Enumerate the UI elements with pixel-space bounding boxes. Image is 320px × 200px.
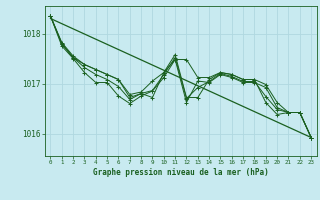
X-axis label: Graphe pression niveau de la mer (hPa): Graphe pression niveau de la mer (hPa) bbox=[93, 168, 269, 177]
